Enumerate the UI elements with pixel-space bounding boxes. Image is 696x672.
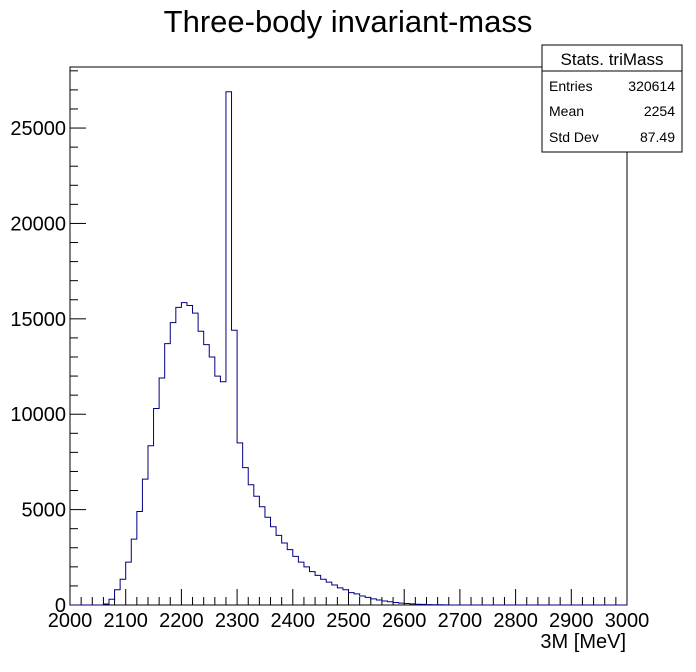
stats-entries-value: 320614 — [628, 78, 675, 94]
stats-stddev-value: 87.49 — [640, 129, 675, 145]
histogram-bin — [254, 496, 260, 605]
x-axis-ticks — [69, 589, 628, 605]
x-tick-label: 2700 — [438, 610, 483, 632]
histogram-bin — [137, 512, 143, 605]
x-axis-tick-labels: 2000 2100 2200 2300 2400 2500 2600 2700 2800 2900… — [48, 610, 650, 632]
histogram-bin — [360, 596, 366, 605]
histogram-bin — [271, 527, 277, 605]
histogram-bin — [181, 303, 187, 605]
histogram-bin — [382, 601, 388, 605]
stats-box: Stats. triMass Entries 320614 Mean 2254 … — [541, 44, 683, 153]
histogram-bin — [215, 376, 221, 605]
y-tick-label: 15000 — [10, 309, 66, 331]
x-tick-label: 2500 — [326, 610, 371, 632]
histogram-bin — [276, 535, 282, 605]
histogram-bin — [126, 562, 132, 605]
histogram-bin — [332, 585, 338, 605]
x-tick-label: 2900 — [549, 610, 594, 632]
x-tick-label: 2400 — [271, 610, 316, 632]
histogram-bin — [315, 575, 321, 605]
histogram-bin — [310, 572, 316, 605]
histogram-bin — [259, 507, 265, 605]
histogram-bin — [159, 378, 165, 605]
histogram-bin — [142, 479, 148, 605]
histogram-bin — [365, 597, 371, 605]
x-tick-label: 2000 — [48, 610, 93, 632]
histogram-bin — [120, 579, 126, 605]
stats-entries-label: Entries — [549, 78, 593, 94]
histogram-bin — [154, 408, 160, 605]
histogram-bin — [170, 323, 176, 605]
y-axis-tick-labels: 0 5000 10000 15000 20000 25000 — [10, 118, 66, 617]
stats-stddev-label: Std Dev — [549, 129, 599, 145]
histogram-bin — [376, 600, 382, 605]
histogram-bin — [287, 550, 293, 605]
x-tick-label: 2200 — [159, 610, 204, 632]
histogram-bin — [321, 579, 327, 605]
histogram-bin — [298, 562, 304, 605]
histogram-bin — [282, 543, 288, 605]
histogram-bin — [354, 594, 360, 605]
histogram-bin — [248, 485, 254, 605]
y-tick-label: 20000 — [10, 213, 66, 235]
histogram-bin — [232, 330, 238, 605]
histogram-bin — [148, 446, 154, 605]
histogram-bin — [115, 590, 121, 605]
histogram-bin — [187, 305, 193, 605]
histogram-bin — [193, 313, 199, 605]
histogram-bin — [226, 92, 232, 605]
x-tick-label: 2100 — [103, 610, 148, 632]
histogram-bin — [198, 331, 204, 605]
y-tick-label: 25000 — [10, 118, 66, 140]
chart-title: Three-body invariant-mass — [164, 4, 533, 39]
stats-box-frame — [541, 44, 683, 153]
histogram-bin — [349, 593, 355, 605]
x-tick-label: 2600 — [382, 610, 427, 632]
histogram-bin — [237, 443, 243, 605]
stats-mean-label: Mean — [549, 103, 584, 119]
histogram-bin — [209, 357, 215, 605]
histogram-bin — [371, 599, 377, 605]
histogram-bin — [131, 539, 137, 605]
y-tick-label: 5000 — [22, 500, 67, 522]
x-axis-title: 3M [MeV] — [540, 631, 626, 653]
histogram-bin — [293, 556, 299, 605]
histogram-bin — [337, 588, 343, 605]
x-tick-label: 3000 — [605, 610, 650, 632]
histogram-bin — [204, 345, 210, 605]
histogram-bin — [265, 517, 271, 605]
y-tick-label: 10000 — [10, 404, 66, 426]
histogram-bin — [343, 590, 349, 605]
x-tick-label: 2300 — [215, 610, 260, 632]
histogram-bin — [176, 307, 182, 605]
histogram-bin — [243, 468, 249, 605]
histogram-bin — [220, 382, 226, 605]
stats-title: Stats. triMass — [561, 50, 664, 69]
histogram-bin — [304, 567, 310, 605]
histogram-bin — [109, 599, 115, 605]
y-axis-ticks — [70, 70, 86, 606]
histogram-outline — [70, 91, 627, 606]
y-tick-label: 0 — [55, 595, 66, 617]
x-tick-label: 2800 — [493, 610, 538, 632]
stats-mean-value: 2254 — [644, 103, 675, 119]
histogram-bin — [326, 582, 332, 605]
histogram-bin — [165, 344, 171, 605]
